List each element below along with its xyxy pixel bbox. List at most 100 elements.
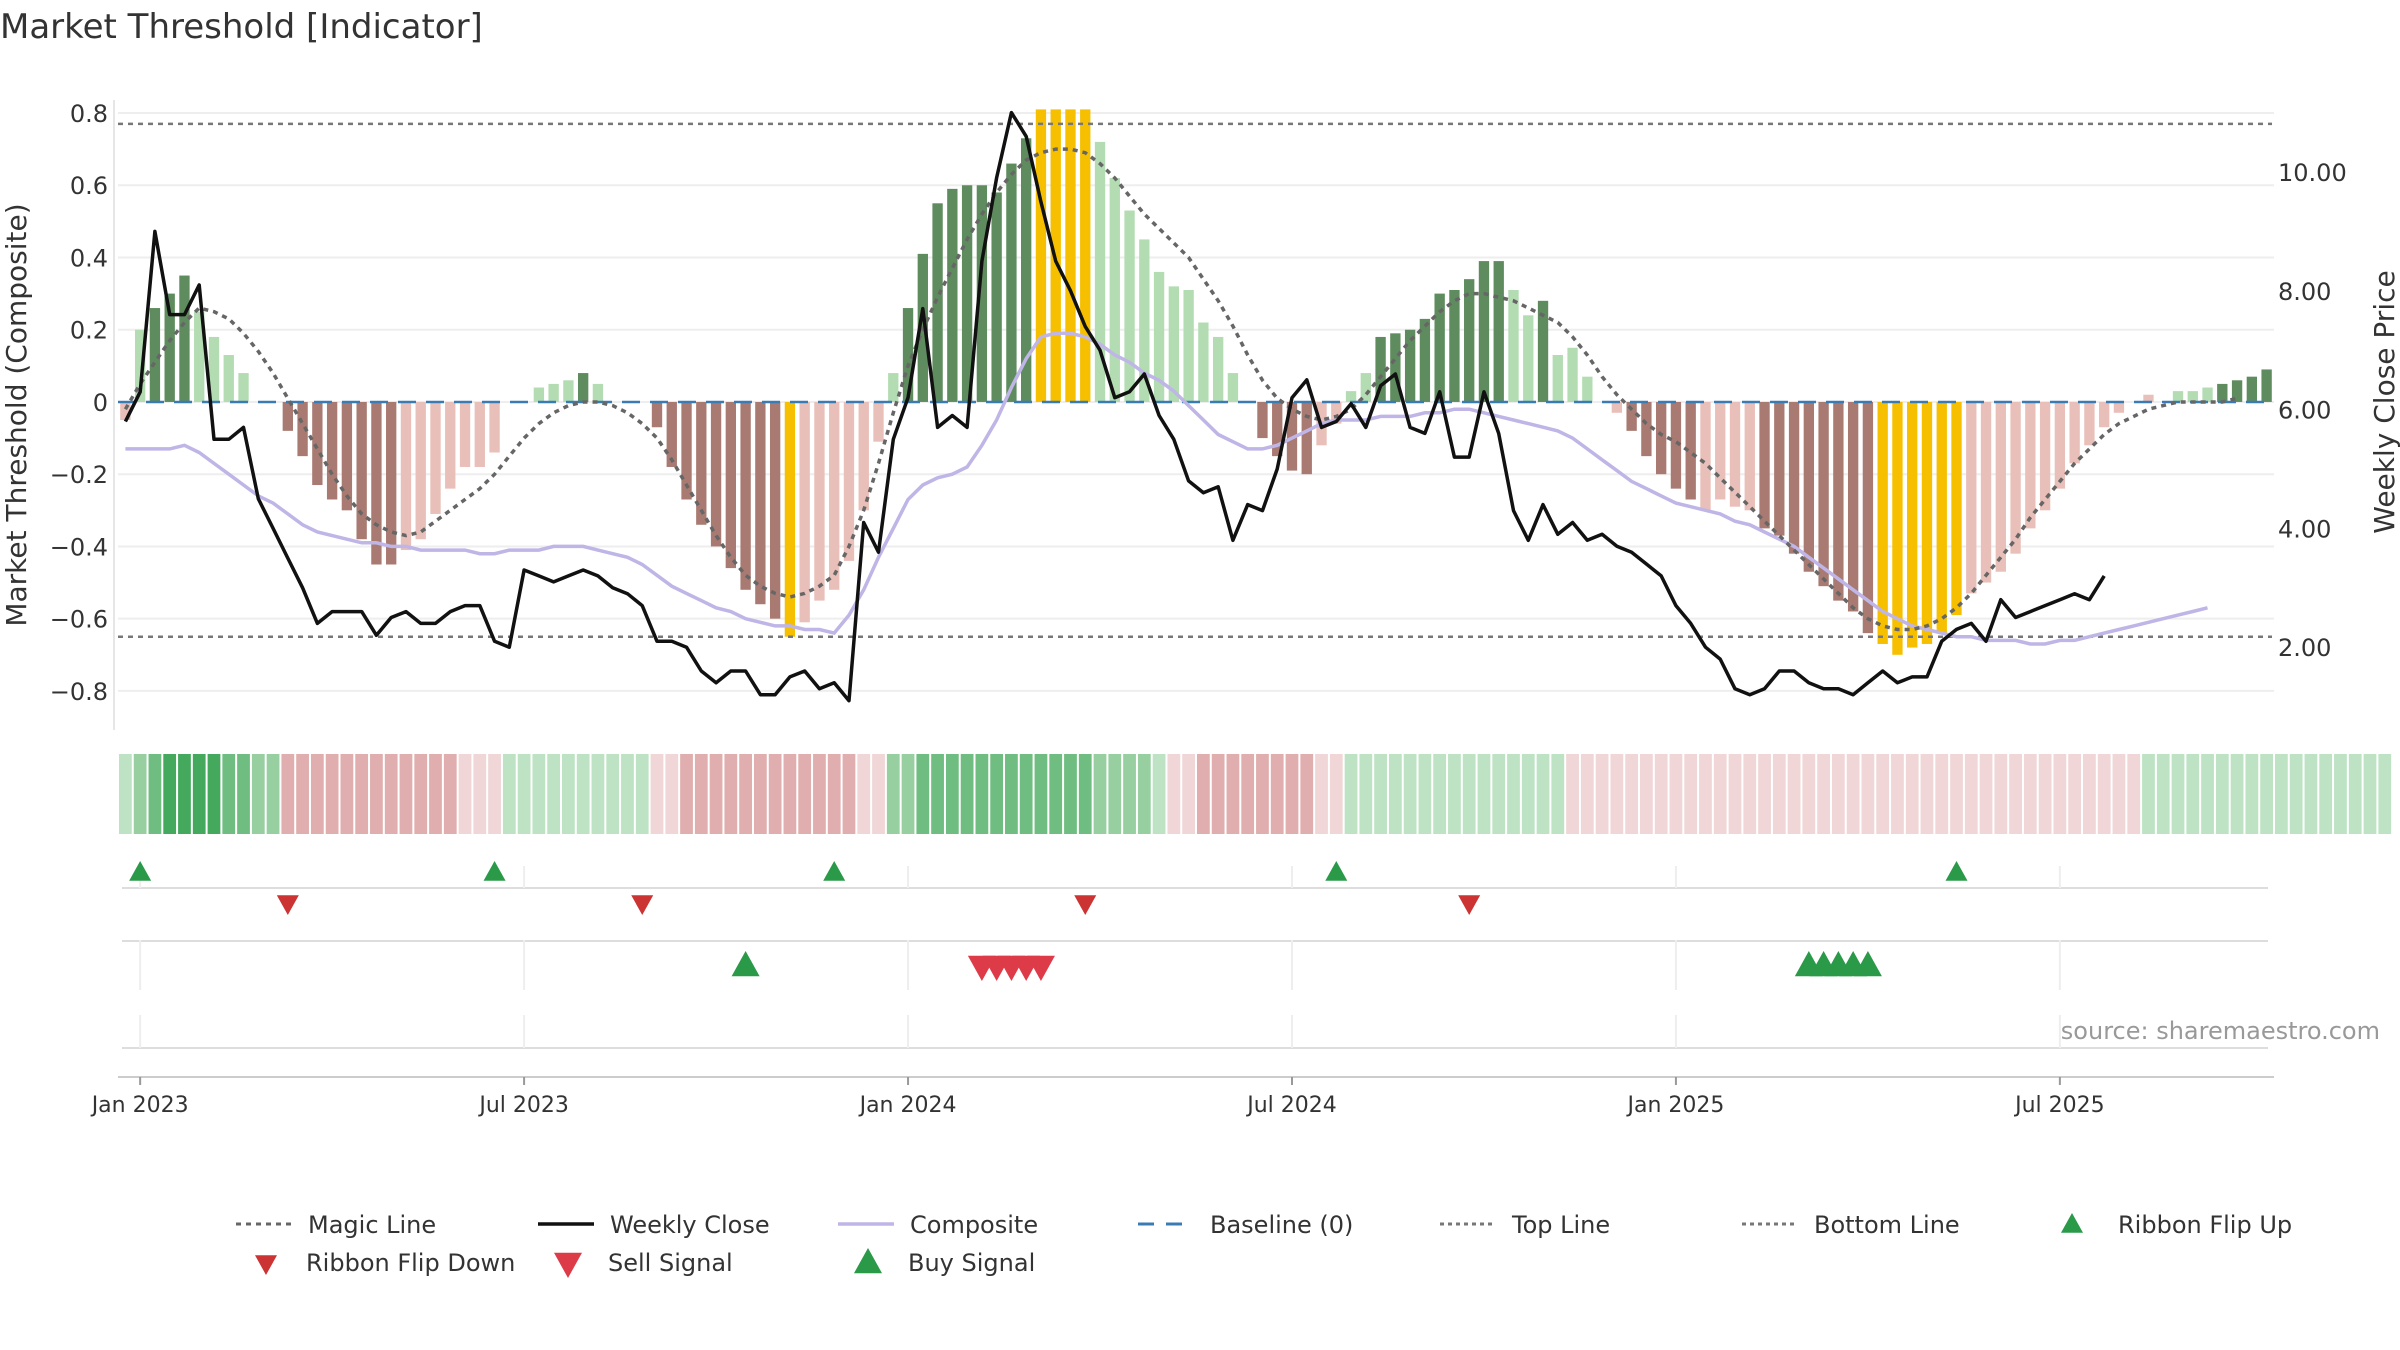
- ribbon-cell: [133, 754, 147, 834]
- ribbon-cell: [163, 754, 177, 834]
- ribbon-cell: [694, 754, 708, 834]
- ribbon-cell: [798, 754, 812, 834]
- ribbon-cell: [990, 754, 1004, 834]
- composite-bar: [1212, 336, 1224, 402]
- ribbon-cell: [1300, 754, 1314, 834]
- ribbon-cell: [665, 754, 679, 834]
- composite-bar: [238, 373, 249, 402]
- ribbon-cell: [399, 754, 413, 834]
- ribbon-cell: [1359, 754, 1373, 834]
- composite-bar: [725, 401, 737, 569]
- composite-bar: [1847, 401, 1859, 612]
- legend-item: Composite: [838, 1211, 1038, 1239]
- ribbon-cell: [1152, 754, 1166, 834]
- composite-bar: [1198, 322, 1209, 402]
- magic-line: [123, 147, 2238, 632]
- ribbon-cell: [1019, 754, 1033, 834]
- composite-bar: [1818, 401, 1829, 587]
- ribbon-cell: [1226, 754, 1240, 834]
- legend-item: Buy Signal: [854, 1248, 1035, 1277]
- y2-tick-label: 2.00: [2278, 634, 2331, 662]
- composite-bar: [1803, 401, 1815, 572]
- composite-bar: [1109, 178, 1120, 402]
- composite-bar: [961, 185, 973, 402]
- composite-bar: [563, 380, 574, 402]
- composite-bar: [1464, 279, 1475, 402]
- composite-bar: [1153, 271, 1165, 402]
- composite-bar: [1641, 401, 1652, 457]
- legend-label: Ribbon Flip Up: [2118, 1211, 2292, 1239]
- composite-bar: [1227, 373, 1239, 402]
- ribbon-cell: [753, 754, 767, 834]
- ribbon-cell: [1182, 754, 1195, 834]
- composite-bar: [548, 383, 559, 402]
- legend-item: Weekly Close: [538, 1211, 770, 1239]
- ribbon-flip-up-marker: [1945, 861, 1968, 881]
- ribbon-flip-down-marker: [631, 895, 654, 915]
- ribbon-cell: [945, 754, 959, 834]
- ribbon-cell: [635, 754, 649, 834]
- composite-bar: [2039, 401, 2051, 511]
- ribbon-cell: [1994, 754, 2008, 834]
- legend-label: Baseline (0): [1210, 1211, 1353, 1239]
- ribbon-cell: [2038, 754, 2052, 834]
- ribbon-cell: [606, 754, 620, 834]
- legend-swatch: [554, 1252, 582, 1278]
- composite-bar: [1331, 401, 1342, 424]
- ribbon-cell: [1566, 754, 1579, 834]
- buy-signal-marker: [731, 951, 760, 977]
- composite-bar: [1936, 401, 1947, 634]
- chart-title: Market Threshold [Indicator]: [0, 7, 483, 47]
- composite-bar: [1729, 401, 1741, 507]
- ribbon-cell: [1728, 754, 1742, 834]
- x-axis: Jan 2023 Jul 2023 Jan 2024 Jul 2024 Jan 2025…: [90, 1076, 2274, 1118]
- ribbon-cell: [1640, 754, 1653, 834]
- ribbon-cell: [1123, 754, 1136, 834]
- ribbon-cell: [813, 754, 826, 834]
- composite-bar: [1124, 210, 1135, 402]
- ribbon-flip-down-marker: [1458, 895, 1481, 915]
- ribbon-cell: [960, 754, 974, 834]
- ribbon-cell: [1699, 754, 1712, 834]
- ribbon-cell: [1551, 754, 1565, 834]
- y-tick-label: −0.8: [50, 678, 108, 706]
- ribbon-cell: [1078, 754, 1092, 834]
- composite-bar: [710, 401, 722, 547]
- y2-tick-label: 4.00: [2278, 515, 2331, 543]
- composite-bar: [400, 401, 412, 551]
- composite-bar: [120, 401, 131, 421]
- ribbon-cell: [827, 754, 841, 834]
- ribbon-cell: [178, 754, 191, 834]
- ribbon-cell: [532, 754, 546, 834]
- ribbon-cell: [886, 754, 900, 834]
- ribbon-cell: [1654, 754, 1668, 834]
- composite-bar: [2099, 401, 2110, 428]
- composite-bar: [1921, 401, 1933, 644]
- ribbon-cell: [1462, 754, 1476, 834]
- ribbon-flip-up-marker: [823, 861, 846, 881]
- composite-bar: [666, 401, 677, 467]
- ribbon-cell: [2156, 754, 2170, 834]
- ribbon-cell: [1507, 754, 1520, 834]
- y-axis-left: 0.8 0.6 0.4 0.2 0 −0.2 −0.4 −0.6 −0.8: [50, 100, 108, 706]
- legend-swatch: [2061, 1213, 2083, 1233]
- composite-bar: [1021, 138, 1032, 402]
- y2-axis-label: Weekly Close Price: [2368, 270, 2400, 533]
- composite-bar: [149, 308, 161, 402]
- ribbon-cell: [872, 754, 885, 834]
- weekly-close-line: [123, 110, 2106, 703]
- composite-bar: [577, 373, 589, 402]
- composite-bar: [312, 401, 323, 486]
- ribbon-cell: [384, 754, 398, 834]
- composite-bar: [1183, 289, 1194, 402]
- ribbon-cell: [2127, 754, 2141, 834]
- ribbon-cell: [916, 754, 930, 834]
- composite-bar: [1419, 318, 1431, 402]
- composite-bar: [1877, 401, 1888, 644]
- legend-label: Sell Signal: [608, 1249, 733, 1277]
- ribbon-cell: [901, 754, 915, 834]
- ribbon-cell: [1315, 754, 1328, 834]
- ribbon-cell: [1064, 754, 1077, 834]
- ribbon-cell: [502, 754, 516, 834]
- reference-lines: [118, 122, 2272, 638]
